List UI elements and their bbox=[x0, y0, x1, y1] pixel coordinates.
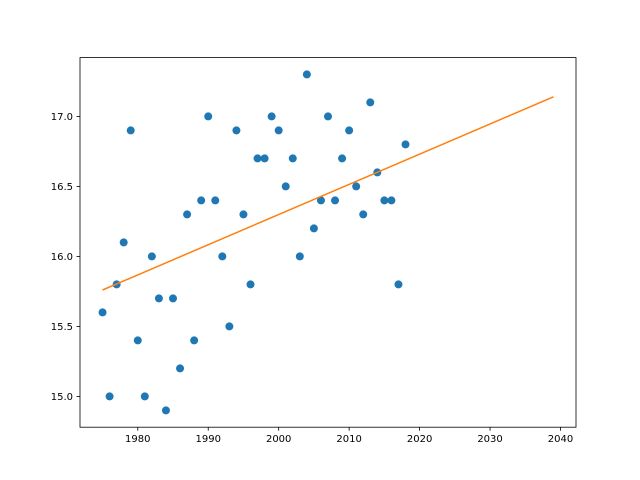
scatter-point bbox=[338, 154, 347, 163]
scatter-point bbox=[98, 308, 107, 317]
scatter-point bbox=[394, 280, 403, 289]
scatter-point bbox=[218, 252, 227, 261]
y-tick-label: 17.0 bbox=[51, 112, 73, 123]
scatter-point bbox=[295, 252, 304, 261]
y-tick-label: 16.0 bbox=[51, 252, 73, 263]
scatter-point bbox=[387, 196, 396, 205]
scatter-point bbox=[288, 154, 297, 163]
scatter-point bbox=[183, 210, 192, 219]
scatter-point bbox=[246, 280, 255, 289]
scatter-point bbox=[176, 364, 185, 373]
scatter-point bbox=[302, 70, 311, 79]
x-tick-label: 1990 bbox=[196, 434, 221, 445]
scatter-point bbox=[281, 182, 290, 191]
scatter-point bbox=[309, 224, 318, 233]
scatter-point bbox=[140, 392, 149, 401]
x-tick-label: 2030 bbox=[477, 434, 502, 445]
scatter-point bbox=[260, 154, 269, 163]
scatter-point bbox=[169, 294, 177, 303]
scatter-point bbox=[359, 210, 368, 219]
y-tick-label: 15.0 bbox=[51, 392, 73, 403]
scatter-point bbox=[232, 126, 241, 135]
scatter-point bbox=[154, 294, 163, 303]
scatter-point bbox=[345, 126, 354, 135]
scatter-point bbox=[316, 196, 325, 205]
scatter-point bbox=[331, 196, 340, 205]
scatter-point bbox=[267, 112, 276, 121]
scatter-point bbox=[197, 196, 206, 205]
x-tick-label: 2020 bbox=[407, 434, 432, 445]
scatter-point bbox=[211, 196, 220, 205]
scatter-point bbox=[401, 140, 410, 149]
scatter-point bbox=[126, 126, 135, 135]
y-tick-label: 15.5 bbox=[51, 322, 73, 333]
scatter-point bbox=[324, 112, 332, 121]
scatter-point bbox=[190, 336, 199, 345]
x-tick-label: 2040 bbox=[548, 434, 573, 445]
scatter-point bbox=[366, 98, 375, 107]
x-tick-label: 1980 bbox=[125, 434, 150, 445]
scatter-point bbox=[352, 182, 361, 191]
x-tick-label: 2010 bbox=[336, 434, 361, 445]
scatter-point bbox=[133, 336, 142, 345]
scatter-point bbox=[204, 112, 213, 121]
scatter-point bbox=[253, 154, 262, 163]
scatter-point bbox=[147, 252, 156, 261]
scatter-point bbox=[239, 210, 248, 219]
scatter-point bbox=[274, 126, 283, 135]
scatter-point bbox=[225, 322, 234, 331]
trend-line bbox=[102, 96, 554, 291]
scatter-point bbox=[380, 196, 389, 205]
scatter-point bbox=[161, 406, 170, 415]
y-tick-label: 16.5 bbox=[51, 182, 73, 193]
x-tick-label: 2000 bbox=[266, 434, 291, 445]
scatter-point bbox=[119, 238, 128, 247]
scatter-point bbox=[105, 392, 114, 401]
